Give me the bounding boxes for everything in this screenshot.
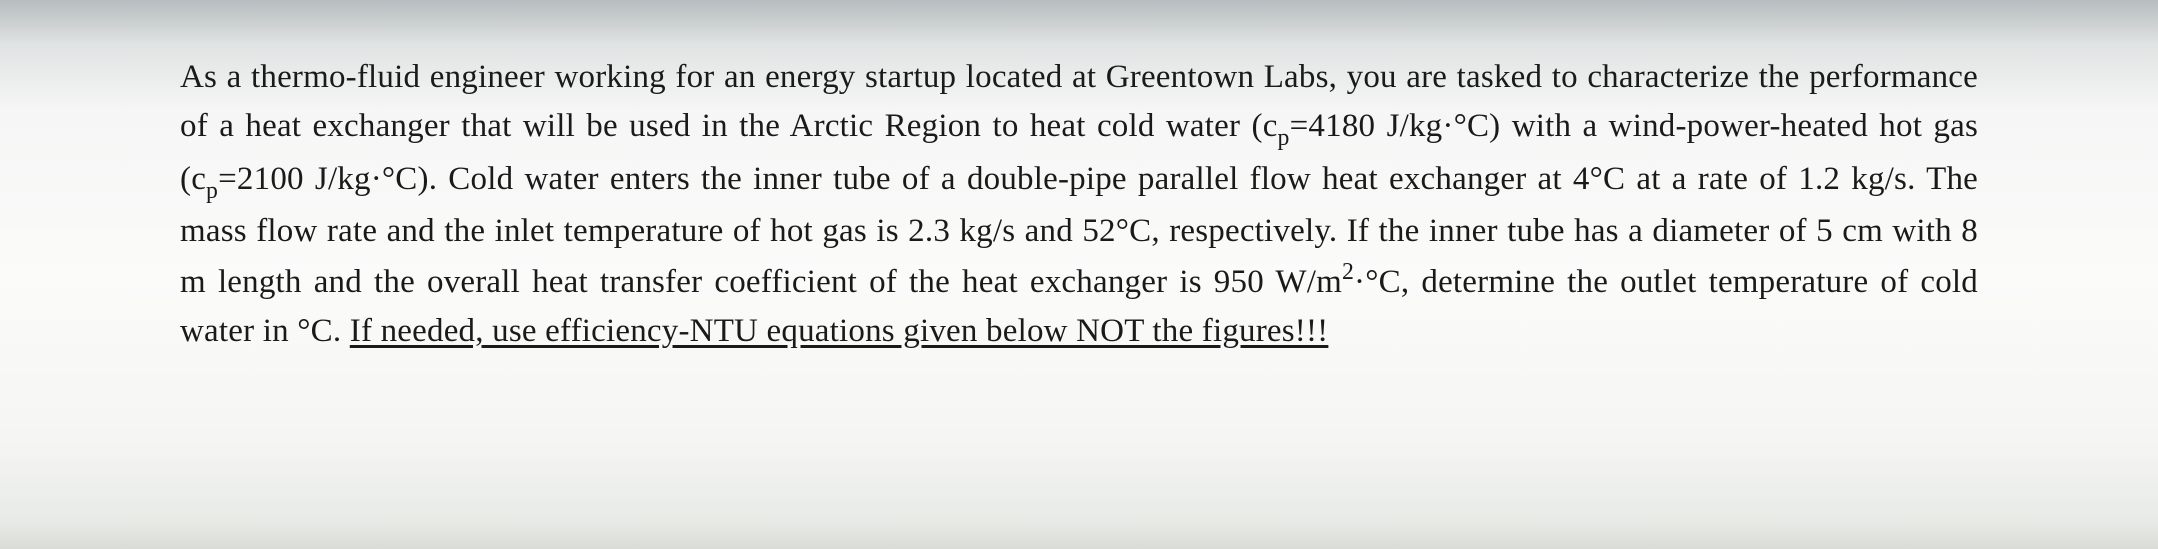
problem-statement: As a thermo-fluid engineer working for a…	[180, 53, 1978, 356]
subscript-p: p	[1278, 125, 1290, 151]
superscript-2: 2	[1342, 259, 1354, 285]
document-page: As a thermo-fluid engineer working for a…	[0, 0, 2158, 356]
subscript-p: p	[206, 178, 218, 204]
underlined-instruction: If needed, use efficiency-NTU equations …	[350, 313, 1329, 349]
